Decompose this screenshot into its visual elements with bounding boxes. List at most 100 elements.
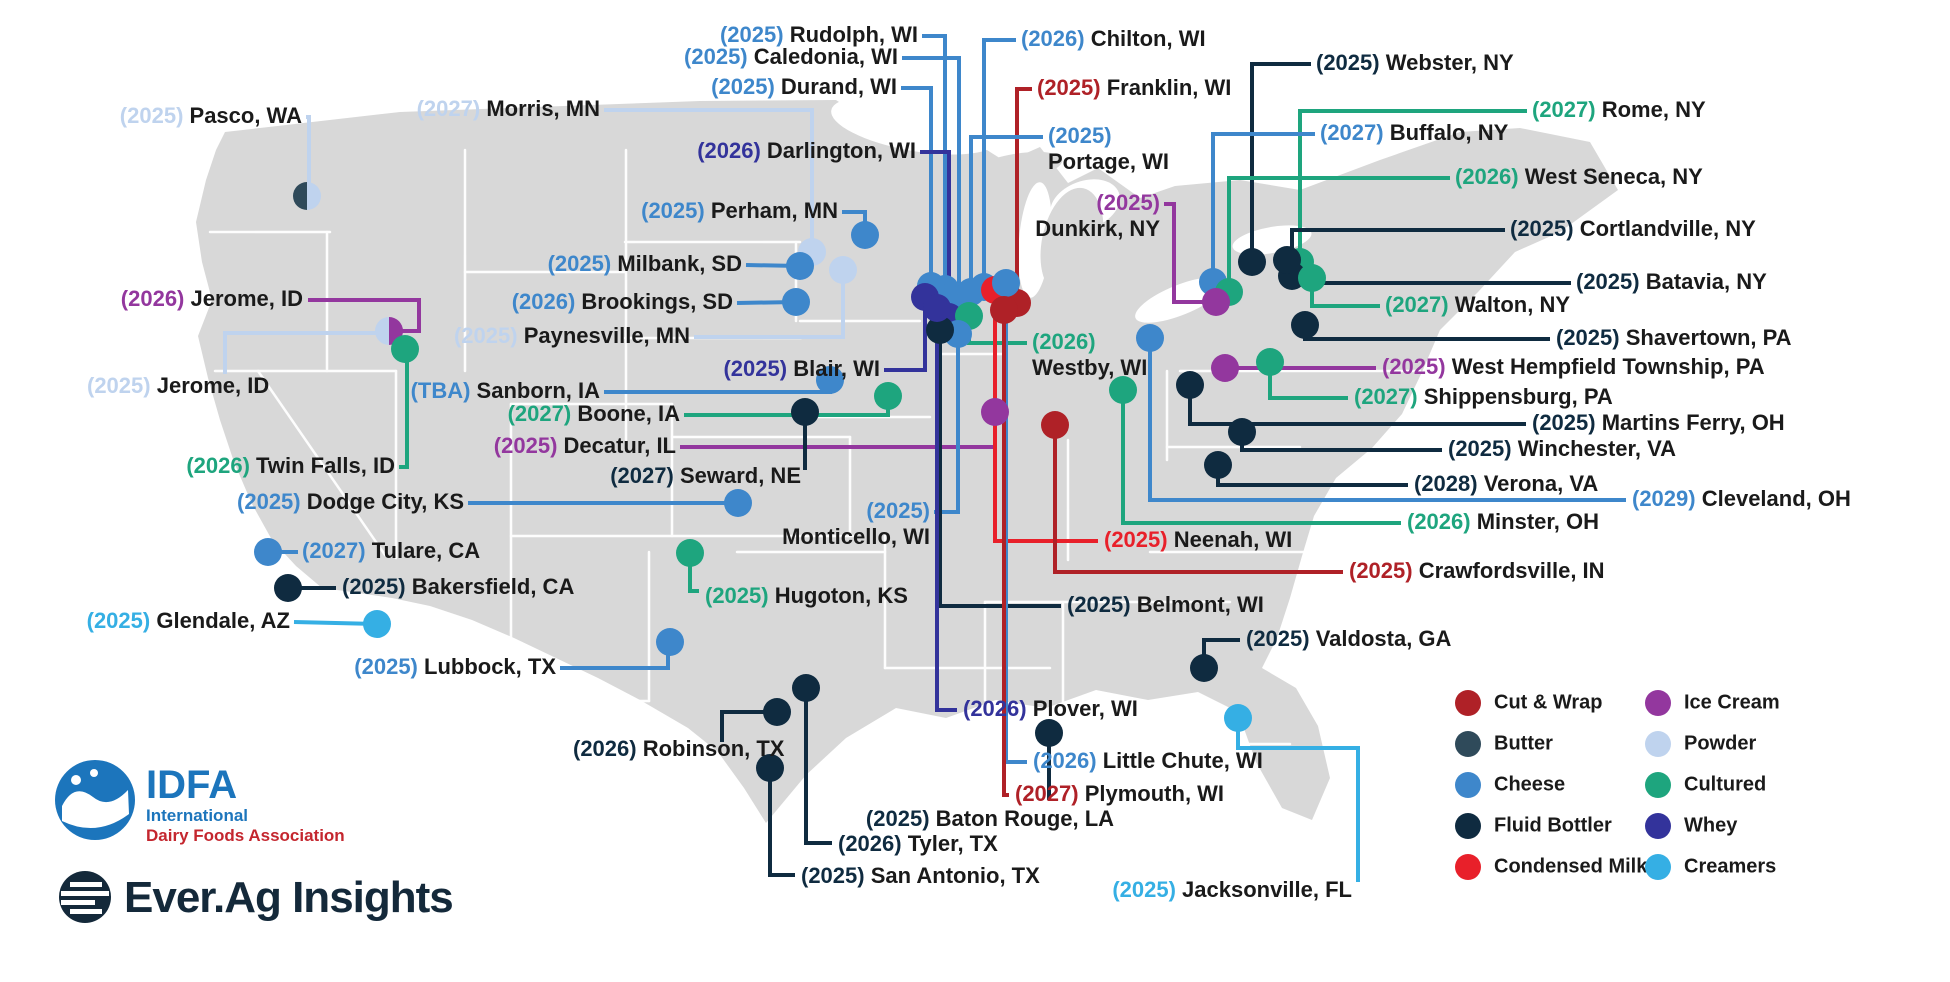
label-sanborn: (TBA) Sanborn, IA xyxy=(411,378,601,403)
label-jerome-2026: (2026) Jerome, ID xyxy=(121,286,303,311)
label-jacksonville: (2025) Jacksonville, FL xyxy=(1112,877,1352,902)
label-cleveland: (2029) Cleveland, OH xyxy=(1632,486,1851,511)
plant-dot-twin-falls xyxy=(391,335,419,363)
plant-dot-walton xyxy=(1298,264,1326,292)
label-shavertown: (2025) Shavertown, PA xyxy=(1556,325,1792,350)
label-decatur: (2025) Decatur, IL xyxy=(494,433,676,458)
everag-stripe xyxy=(61,891,109,896)
leader-line-dunkirk xyxy=(1164,202,1216,304)
label-verona: (2028) Verona, VA xyxy=(1414,471,1598,496)
plant-dot-plymouth xyxy=(990,296,1018,324)
legend-label-condensed_milk: Condensed Milk xyxy=(1494,855,1648,877)
leader-line-robinson xyxy=(720,710,777,742)
leader-line-jerome-2025 xyxy=(223,331,389,374)
label-paynesville: (2025) Paynesville, MN xyxy=(454,323,690,348)
plant-dot-plover xyxy=(923,294,951,322)
plant-dot-boone xyxy=(874,382,902,410)
plant-dot-perham xyxy=(851,221,879,249)
plant-dot-cleveland xyxy=(1136,324,1164,352)
label-glendale: (2025) Glendale, AZ xyxy=(87,608,290,633)
label-hugoton: (2025) Hugoton, KS xyxy=(705,583,908,608)
label-plover: (2026) Plover, WI xyxy=(963,696,1138,721)
leader-line-crawfordsville xyxy=(1053,425,1343,574)
leader-line-paynesville xyxy=(694,270,845,339)
label-batavia: (2025) Batavia, NY xyxy=(1576,269,1767,294)
plant-dot-tulare xyxy=(254,538,282,566)
plant-dot-shippensburg xyxy=(1256,348,1284,376)
label-seward: (2027) Seward, NE xyxy=(610,463,801,488)
leader-line-blair xyxy=(884,297,927,372)
label-martins-ferry: (2025) Martins Ferry, OH xyxy=(1532,410,1785,435)
legend-dot-condensed_milk xyxy=(1455,854,1481,880)
plant-dot-sanborn xyxy=(816,366,844,394)
leader-lines-layer xyxy=(223,34,1626,882)
idfa-acronym: IDFA xyxy=(146,763,237,807)
label-valdosta: (2025) Valdosta, GA xyxy=(1246,626,1452,651)
legend-dot-whey xyxy=(1645,813,1671,839)
plant-dot-lubbock xyxy=(656,628,684,656)
plant-dot-verona xyxy=(1204,451,1232,479)
legend-dot-ice_cream xyxy=(1645,690,1671,716)
label-rudolph: (2025) Rudolph, WI xyxy=(720,22,918,47)
leader-line-caledonia xyxy=(902,56,961,300)
legend-label-cut_wrap: Cut & Wrap xyxy=(1494,691,1603,713)
label-cortlandville: (2025) Cortlandville, NY xyxy=(1510,216,1756,241)
label-morris: (2027) Morris, MN xyxy=(417,96,600,121)
plant-dot-batavia xyxy=(1273,246,1301,274)
idfa-logo: IDFA International Dairy Foods Associati… xyxy=(55,760,345,845)
label-jerome-2025: (2025) Jerome, ID xyxy=(87,373,269,398)
plant-dot-seward xyxy=(791,398,819,426)
label-bakersfield: (2025) Bakersfield, CA xyxy=(342,574,574,599)
plant-dot-tyler xyxy=(792,674,820,702)
leader-line-morris xyxy=(604,108,814,252)
plant-dot-milbank xyxy=(786,252,814,280)
label-rome: (2027) Rome, NY xyxy=(1532,97,1706,122)
label-plymouth: (2027) Plymouth, WI xyxy=(1015,781,1224,806)
label-brookings: (2026) Brookings, SD xyxy=(512,289,733,314)
plant-dot-san-antonio xyxy=(756,754,784,782)
leader-line-plymouth xyxy=(1002,310,1009,797)
plant-dot-dodge-city xyxy=(724,489,752,517)
leader-line-durand xyxy=(901,86,933,286)
leader-line-jacksonville xyxy=(1236,718,1360,882)
label-year-westby: (2026) xyxy=(1032,329,1096,354)
plant-dot-glendale xyxy=(363,610,391,638)
plant-dot-jerome-2026-left xyxy=(375,317,389,345)
label-west-hempfield: (2025) West Hempfield Township, PA xyxy=(1382,354,1765,379)
label-name-monticello: Monticello, WI xyxy=(782,524,930,549)
plant-dot-webster xyxy=(1238,248,1266,276)
label-neenah: (2025) Neenah, WI xyxy=(1104,527,1292,552)
legend-dot-fluid_bottler xyxy=(1455,813,1481,839)
plant-dot-shavertown xyxy=(1291,311,1319,339)
label-shippensburg: (2027) Shippensburg, PA xyxy=(1354,384,1613,409)
leader-line-webster xyxy=(1250,62,1311,262)
label-lubbock: (2025) Lubbock, TX xyxy=(354,654,556,679)
legend-label-creamers: Creamers xyxy=(1684,855,1776,877)
leader-line-minster xyxy=(1121,390,1401,525)
label-milbank: (2025) Milbank, SD xyxy=(548,251,742,276)
label-year-dunkirk: (2025) xyxy=(1096,190,1160,215)
label-tulare: (2027) Tulare, CA xyxy=(302,538,480,563)
everag-stripe xyxy=(70,909,102,914)
label-perham: (2025) Perham, MN xyxy=(641,198,838,223)
plant-dot-martins-ferry xyxy=(1176,371,1204,399)
label-minster: (2026) Minster, OH xyxy=(1407,509,1599,534)
label-dodge-city: (2025) Dodge City, KS xyxy=(237,489,464,514)
label-chilton: (2026) Chilton, WI xyxy=(1021,26,1206,51)
us-outline xyxy=(196,100,1618,823)
label-tyler: (2026) Tyler, TX xyxy=(838,831,998,856)
legend-label-powder: Powder xyxy=(1684,732,1756,754)
label-caledonia: (2025) Caledonia, WI xyxy=(684,44,898,69)
label-robinson: (2026) Robinson, TX xyxy=(573,736,785,761)
plant-dot-minster xyxy=(1109,376,1137,404)
everag-stripe xyxy=(61,900,95,905)
leader-line-buffalo xyxy=(1211,132,1315,282)
label-name-westby: Westby, WI xyxy=(1032,355,1147,380)
label-buffalo: (2027) Buffalo, NY xyxy=(1320,120,1509,145)
legend-label-ice_cream: Ice Cream xyxy=(1684,691,1780,713)
plant-dot-robinson xyxy=(763,698,791,726)
label-little-chute: (2026) Little Chute, WI xyxy=(1033,748,1263,773)
label-name-portage: Portage, WI xyxy=(1048,149,1169,174)
